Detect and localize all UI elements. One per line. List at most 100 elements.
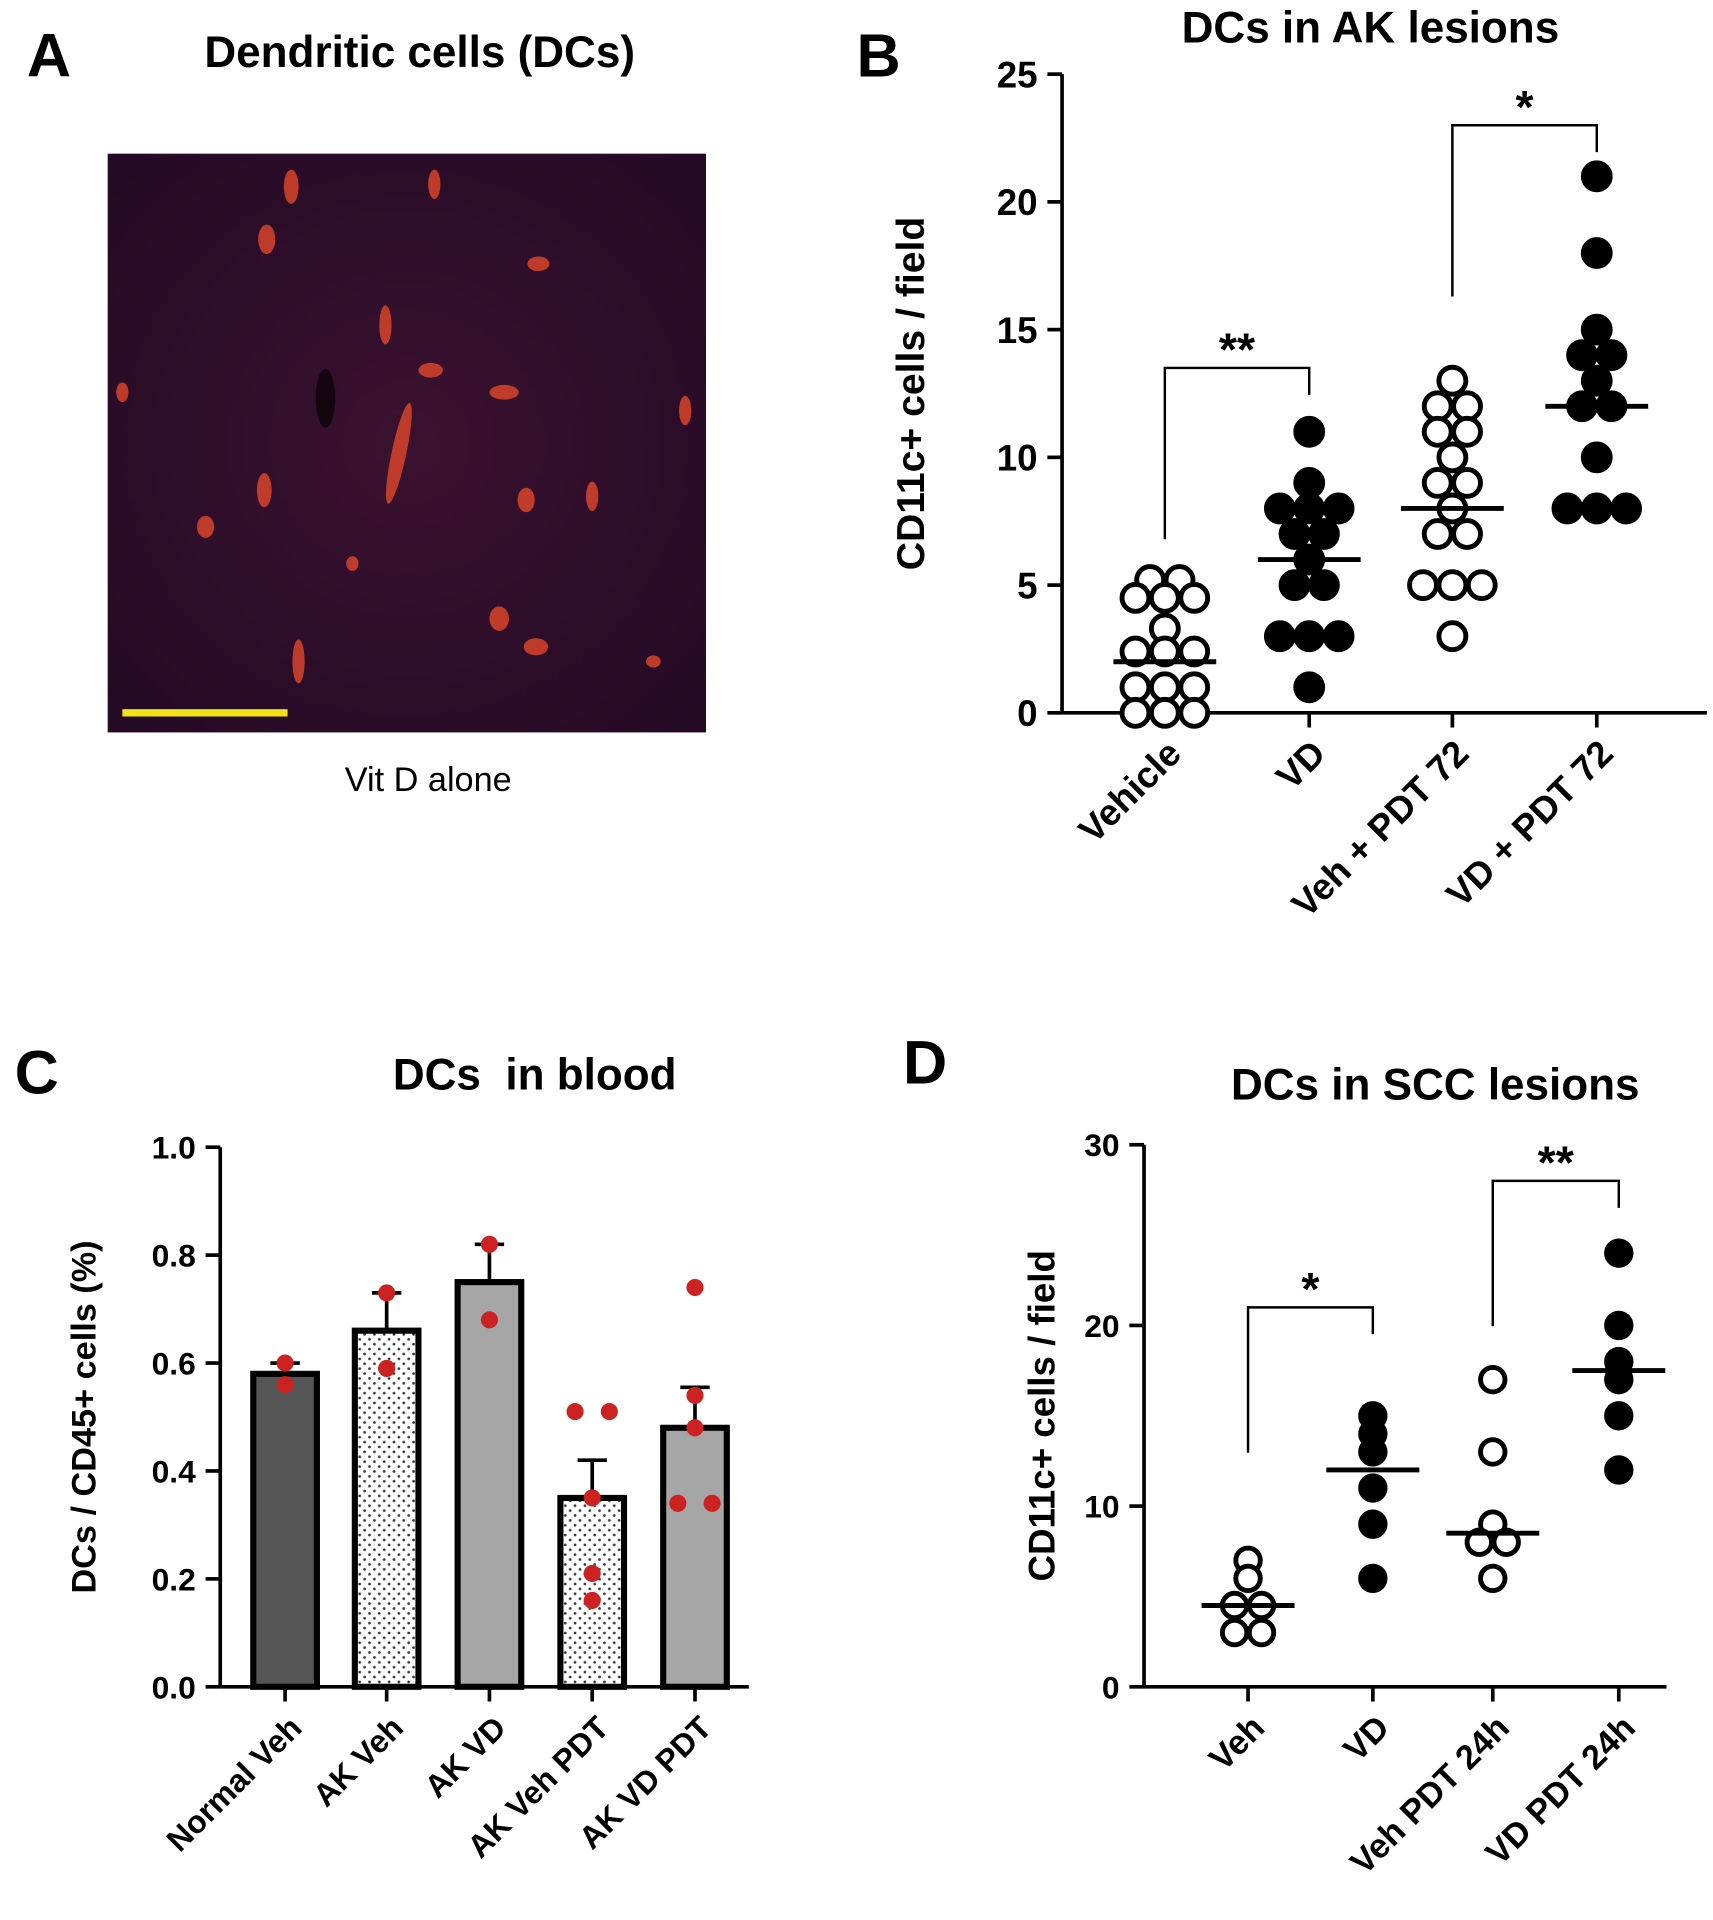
- data-point: [1580, 364, 1613, 397]
- data-point: [1219, 1617, 1250, 1648]
- data-point: [480, 1235, 498, 1253]
- data-point: [1178, 581, 1211, 614]
- data-point: [1436, 569, 1469, 602]
- data-point: [1580, 441, 1613, 474]
- significance-label: **: [1219, 323, 1256, 375]
- y-axis-label: CD11c+ cells / field: [1022, 1250, 1063, 1581]
- cell: [517, 487, 535, 513]
- significance-label: **: [1538, 1136, 1575, 1188]
- data-point: [1451, 466, 1483, 499]
- data-point: [566, 1403, 584, 1421]
- data-point: [1580, 237, 1613, 269]
- data-point: [1436, 441, 1469, 474]
- data-point: [703, 1494, 721, 1512]
- bar: [351, 1327, 422, 1690]
- data-point: [1307, 569, 1340, 602]
- data-point: [1604, 1310, 1634, 1341]
- cell: [428, 169, 441, 199]
- data-point: [1293, 671, 1326, 704]
- cell: [527, 256, 550, 272]
- cell: [646, 655, 661, 668]
- panel-title: DCs in blood: [393, 1051, 677, 1100]
- data-point: [276, 1376, 294, 1394]
- cell: [418, 362, 443, 378]
- data-point: [1421, 518, 1454, 550]
- data-point: [1451, 518, 1483, 550]
- data-point: [1278, 518, 1311, 550]
- data-point: [1421, 390, 1454, 423]
- cell: [379, 305, 392, 345]
- y-tick-label: 25: [997, 54, 1038, 95]
- data-point: [583, 1591, 601, 1610]
- cell: [292, 639, 305, 684]
- cell: [489, 606, 510, 631]
- cell: [679, 395, 692, 426]
- data-point: [1580, 160, 1613, 193]
- y-tick-label: 20: [997, 182, 1038, 223]
- data-point: [1293, 492, 1326, 525]
- data-point: [1307, 518, 1340, 550]
- data-point: [1421, 466, 1454, 499]
- y-tick-label: 15: [997, 310, 1038, 351]
- data-point: [1293, 415, 1326, 448]
- data-point: [1478, 1364, 1508, 1395]
- x-tick-label: VD: [1336, 1709, 1397, 1770]
- data-point: [1421, 415, 1454, 448]
- panel-letter: C: [15, 1038, 59, 1106]
- data-point: [1119, 581, 1152, 614]
- data-point: [1322, 620, 1355, 653]
- y-tick-label: 10: [997, 438, 1038, 479]
- data-point: [1178, 671, 1211, 704]
- scale-bar: [122, 709, 288, 717]
- data-point: [600, 1403, 618, 1421]
- data-point: [1358, 1563, 1388, 1594]
- caption: Vit D alone: [345, 761, 512, 799]
- significance-bracket: [1491, 1179, 1621, 1327]
- cell: [346, 556, 359, 571]
- data-point: [1610, 492, 1643, 525]
- data-point: [1119, 671, 1152, 704]
- data-point: [1436, 364, 1469, 397]
- panel-letter: D: [903, 1029, 947, 1097]
- data-point: [1436, 620, 1469, 653]
- data-point: [1604, 1238, 1634, 1268]
- x-tick-label: AK Veh: [306, 1709, 410, 1813]
- data-point: [480, 1311, 498, 1329]
- cell: [386, 403, 412, 504]
- significance-label: *: [1516, 81, 1535, 133]
- data-point: [1263, 620, 1296, 653]
- x-tick-label: Veh: [1202, 1709, 1272, 1779]
- data-point: [1566, 339, 1598, 372]
- data-point: [1278, 569, 1311, 602]
- data-point: [1119, 696, 1152, 729]
- cell: [196, 515, 215, 538]
- panel-letter: A: [27, 22, 71, 90]
- y-tick-label: 10: [1084, 1489, 1119, 1525]
- data-point: [686, 1419, 704, 1437]
- data-point: [1148, 671, 1181, 704]
- y-axis-label: CD11c+ cells / field: [890, 217, 933, 571]
- significance-label: *: [1301, 1263, 1320, 1315]
- data-point: [1451, 415, 1483, 448]
- cell: [586, 481, 599, 511]
- significance-bracket: [1163, 366, 1311, 540]
- cell: [523, 638, 549, 656]
- bar: [660, 1424, 730, 1690]
- y-axis-label: DCs / CD45+ cells (%): [65, 1240, 103, 1593]
- cell: [258, 224, 276, 254]
- significance-bracket: [1451, 124, 1598, 297]
- panel-title: Dendritic cells (DCs): [204, 28, 635, 77]
- x-tick-label: AK VD: [417, 1709, 512, 1804]
- data-point: [276, 1354, 294, 1372]
- data-point: [1604, 1364, 1634, 1395]
- data-point: [1580, 492, 1613, 525]
- data-point: [1478, 1437, 1508, 1467]
- bar: [454, 1279, 525, 1690]
- cell: [116, 382, 129, 403]
- data-point: [1358, 1473, 1388, 1503]
- y-tick-label: 0.6: [152, 1345, 196, 1381]
- bar: [250, 1370, 320, 1690]
- data-point: [1293, 466, 1326, 499]
- hair-follicle: [315, 369, 336, 428]
- y-tick-label: 30: [1084, 1127, 1119, 1163]
